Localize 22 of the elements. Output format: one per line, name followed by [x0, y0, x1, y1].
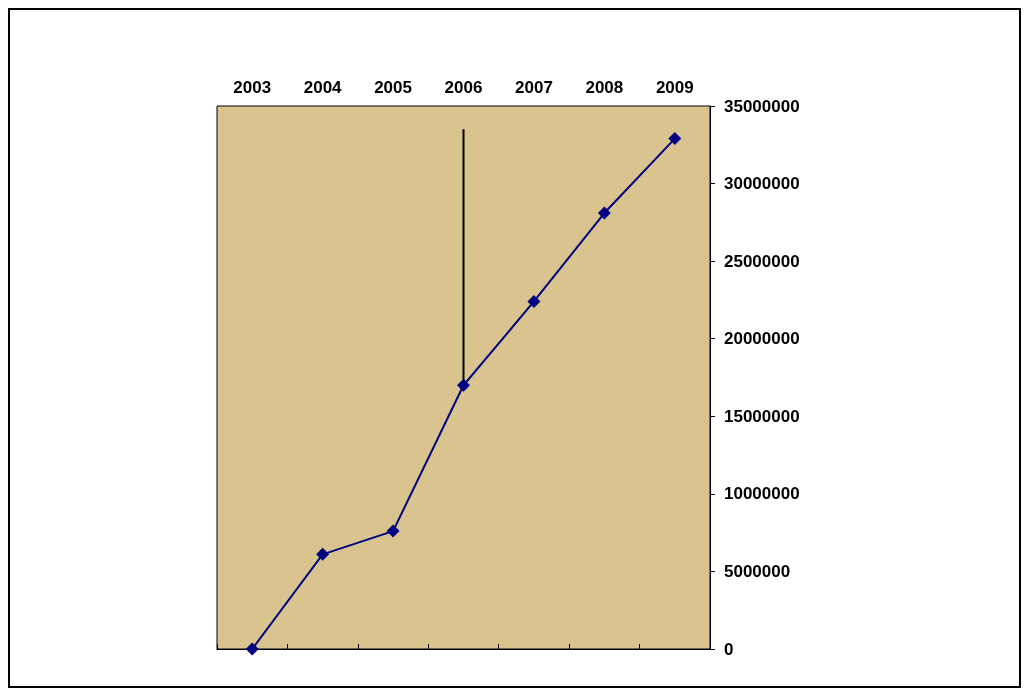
x-tick-label: 2006: [444, 78, 483, 97]
point: [316, 547, 330, 561]
x-tick-label: 2007: [515, 78, 553, 97]
point: [457, 378, 470, 392]
x-tick-label: 2005: [374, 78, 412, 97]
point: [597, 206, 611, 220]
y-tick-label: 30000000: [724, 174, 800, 194]
point: [527, 294, 541, 308]
y-tick-label: 20000000: [724, 329, 800, 349]
y-tick-label: 35000000: [724, 96, 800, 116]
x-tick-label: 2008: [585, 78, 624, 97]
y-tick-label: 10000000: [724, 484, 800, 504]
y-tick-label: 15000000: [724, 406, 800, 426]
point: [245, 642, 259, 656]
x-tick-label: 2009: [655, 78, 694, 97]
y-tick-label: 25000000: [724, 251, 800, 271]
y-tick-label: 0: [724, 639, 734, 659]
y-tick-label: 5000000: [724, 561, 791, 581]
point: [386, 524, 400, 538]
point: [668, 132, 682, 146]
x-tick-label: 2004: [303, 78, 343, 97]
x-tick-label: 2003: [233, 78, 272, 97]
